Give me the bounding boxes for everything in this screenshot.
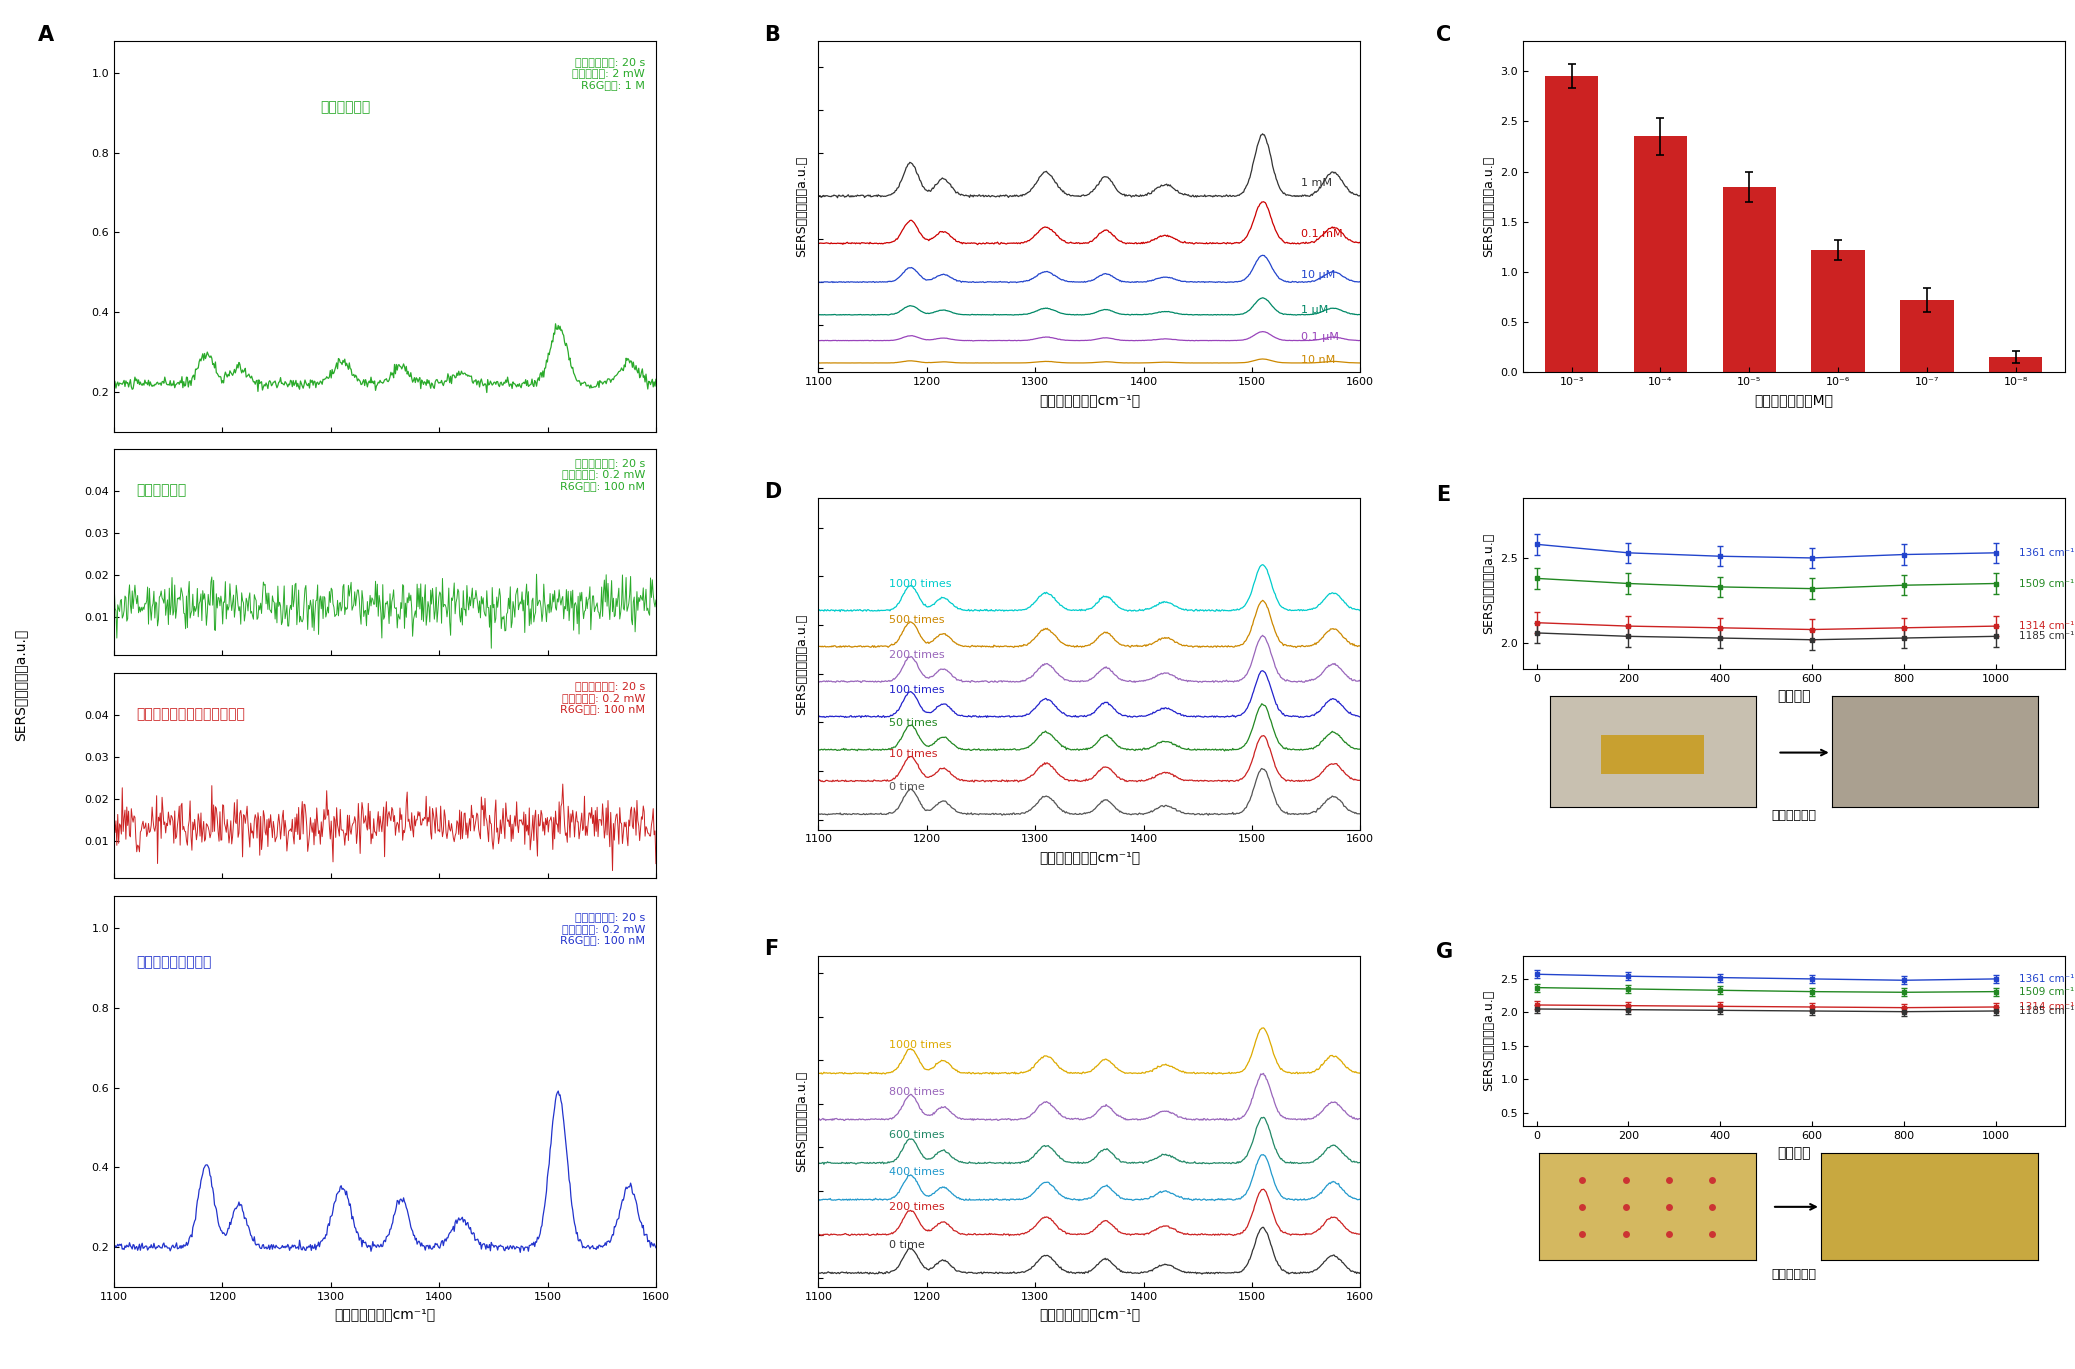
Text: 1185 cm⁻¹: 1185 cm⁻¹ <box>2019 1006 2075 1016</box>
Text: 柔軟性テスト: 柔軟性テスト <box>1772 809 1816 823</box>
X-axis label: ラマンシフト（cm⁻¹）: ラマンシフト（cm⁻¹） <box>1040 393 1139 407</box>
Text: 0 time: 0 time <box>888 1240 925 1250</box>
Bar <box>1811 251 1865 372</box>
Text: 計測積算時間: 20 s
励起光強度: 0.2 mW
R6G濃度: 100 nM: 計測積算時間: 20 s 励起光強度: 0.2 mW R6G濃度: 100 nM <box>560 682 645 715</box>
Text: SERS信号強度（a.u.）: SERS信号強度（a.u.） <box>15 628 27 741</box>
Bar <box>1990 357 2042 372</box>
X-axis label: 伸張回数: 伸張回数 <box>1776 1146 1811 1161</box>
X-axis label: 開閉回数: 開閉回数 <box>1776 689 1811 704</box>
Text: シリコン基板: シリコン基板 <box>135 483 187 498</box>
Y-axis label: SERS信号強度（a.u.）: SERS信号強度（a.u.） <box>795 1071 807 1172</box>
Text: 0.1 mM: 0.1 mM <box>1301 229 1343 238</box>
Text: 1185 cm⁻¹: 1185 cm⁻¹ <box>2019 631 2075 641</box>
Text: 1314 cm⁻¹: 1314 cm⁻¹ <box>2019 1002 2075 1012</box>
Text: 10 times: 10 times <box>888 749 938 760</box>
Text: 1509 cm⁻¹: 1509 cm⁻¹ <box>2019 579 2073 589</box>
Text: 500 times: 500 times <box>888 615 944 624</box>
X-axis label: ラマンシフト（cm⁻¹）: ラマンシフト（cm⁻¹） <box>334 1307 436 1321</box>
Bar <box>1722 186 1776 372</box>
Y-axis label: SERS信号強度（a.u.）: SERS信号強度（a.u.） <box>1482 990 1494 1091</box>
Text: 1000 times: 1000 times <box>888 579 952 589</box>
Text: 10 nM: 10 nM <box>1301 356 1334 366</box>
Text: G: G <box>1436 942 1452 962</box>
Text: E: E <box>1436 485 1450 505</box>
Text: 600 times: 600 times <box>888 1131 944 1140</box>
Text: B: B <box>764 25 780 45</box>
Y-axis label: SERS信号強度（a.u.）: SERS信号強度（a.u.） <box>795 156 807 257</box>
Text: シリコン上の金フィルム基板: シリコン上の金フィルム基板 <box>135 708 245 721</box>
Text: 1 μM: 1 μM <box>1301 305 1328 315</box>
Text: A: A <box>37 26 54 45</box>
Text: F: F <box>764 939 778 958</box>
Y-axis label: SERS信号強度（a.u.）: SERS信号強度（a.u.） <box>1482 533 1494 634</box>
Text: 800 times: 800 times <box>888 1087 944 1097</box>
Text: C: C <box>1436 25 1450 45</box>
Text: 200 times: 200 times <box>888 650 944 660</box>
Text: 1 mM: 1 mM <box>1301 178 1332 188</box>
Text: 100 times: 100 times <box>888 684 944 695</box>
Text: 400 times: 400 times <box>888 1166 944 1177</box>
Text: 計測積算時間: 20 s
励起光強度: 0.2 mW
R6G濃度: 100 nM: 計測積算時間: 20 s 励起光強度: 0.2 mW R6G濃度: 100 nM <box>560 457 645 491</box>
Text: 1361 cm⁻¹: 1361 cm⁻¹ <box>2019 548 2075 557</box>
Text: 計測積算時間: 20 s
励起光強度: 0.2 mW
R6G濃度: 100 nM: 計測積算時間: 20 s 励起光強度: 0.2 mW R6G濃度: 100 nM <box>560 912 645 945</box>
Bar <box>1901 300 1953 372</box>
Text: 0.1 μM: 0.1 μM <box>1301 333 1338 342</box>
Text: 金ナノメッシュ基板: 金ナノメッシュ基板 <box>135 956 212 969</box>
Text: 0 time: 0 time <box>888 782 925 793</box>
Text: 計測積算時間: 20 s
励起光強度: 2 mW
R6G濃度: 1 M: 計測積算時間: 20 s 励起光強度: 2 mW R6G濃度: 1 M <box>573 56 645 90</box>
X-axis label: ラマンシフト（cm⁻¹）: ラマンシフト（cm⁻¹） <box>1040 1307 1139 1321</box>
Y-axis label: SERS信号強度（a.u.）: SERS信号強度（a.u.） <box>795 613 807 715</box>
Text: 1509 cm⁻¹: 1509 cm⁻¹ <box>2019 987 2073 997</box>
Text: 200 times: 200 times <box>888 1202 944 1212</box>
Text: 伸縮性テスト: 伸縮性テスト <box>1772 1268 1816 1281</box>
Text: シリコン基板: シリコン基板 <box>320 100 369 115</box>
Text: D: D <box>764 482 782 501</box>
Text: 1314 cm⁻¹: 1314 cm⁻¹ <box>2019 622 2075 631</box>
Text: 10 μM: 10 μM <box>1301 270 1334 281</box>
X-axis label: サンプル濃度（M）: サンプル濃度（M） <box>1753 393 1832 407</box>
Y-axis label: SERS信号強度（a.u.）: SERS信号強度（a.u.） <box>1482 156 1494 257</box>
Text: 50 times: 50 times <box>888 719 938 728</box>
Text: 1361 cm⁻¹: 1361 cm⁻¹ <box>2019 973 2075 984</box>
X-axis label: ラマンシフト（cm⁻¹）: ラマンシフト（cm⁻¹） <box>1040 850 1139 864</box>
Bar <box>1633 137 1687 372</box>
Bar <box>1546 77 1598 372</box>
Text: 1000 times: 1000 times <box>888 1040 952 1050</box>
